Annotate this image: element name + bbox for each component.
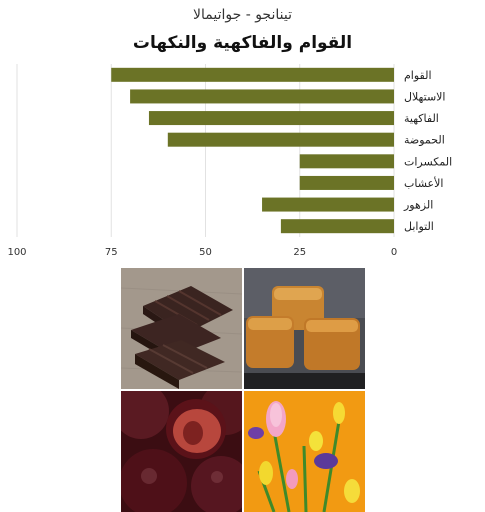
x-tick-label: 100 bbox=[7, 247, 26, 258]
chart-title: القوام والفاكهية والنكهات bbox=[132, 33, 353, 53]
plum-photo bbox=[121, 391, 242, 512]
bar-1 bbox=[130, 89, 394, 104]
bar-0 bbox=[111, 67, 394, 82]
bar-6 bbox=[262, 197, 394, 212]
dark-chocolate-photo bbox=[121, 268, 242, 389]
flowers-photo bbox=[244, 391, 365, 512]
bar-7 bbox=[280, 219, 394, 234]
bar-2 bbox=[148, 111, 394, 126]
category-label: التوابل bbox=[404, 220, 434, 233]
bar-4 bbox=[299, 154, 394, 169]
flavor-bar-chart: 0 25 50 75 100 القوام الاستهلال الفاكهية الحموضة… bbox=[7, 64, 452, 258]
category-label: الاستهلال bbox=[404, 90, 446, 103]
chart-subtitle: تينانجو - جواتيمالا bbox=[193, 7, 292, 23]
x-tick-label: 25 bbox=[293, 247, 306, 258]
x-tick-label: 75 bbox=[105, 247, 118, 258]
x-tick-label: 0 bbox=[391, 247, 397, 258]
caramel-photo bbox=[244, 268, 365, 389]
x-tick-label: 50 bbox=[199, 247, 212, 258]
category-label: الزهور bbox=[403, 199, 433, 212]
bar-5 bbox=[299, 175, 394, 190]
flavor-photo-grid bbox=[121, 268, 365, 512]
category-label: الحموضة bbox=[404, 134, 445, 147]
category-label: المكسرات bbox=[404, 155, 452, 168]
category-label: القوام bbox=[404, 69, 432, 82]
category-label: الأعشاب bbox=[404, 176, 443, 190]
bar-3 bbox=[167, 132, 394, 147]
category-label: الفاكهية bbox=[404, 112, 439, 125]
